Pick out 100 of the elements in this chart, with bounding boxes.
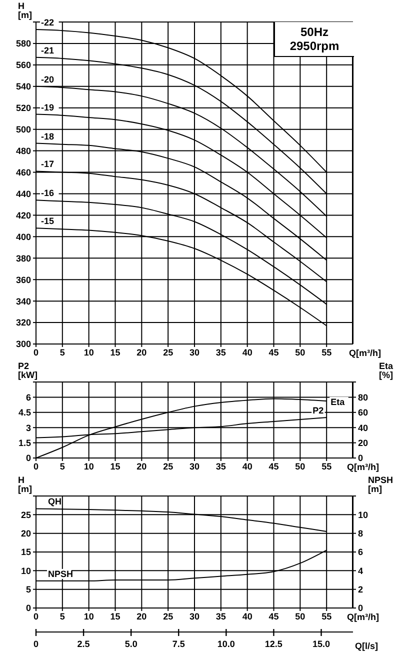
x2-tick-label: 2.5: [77, 639, 90, 649]
series-label: -15: [41, 216, 54, 226]
y-tick-label: 20: [20, 528, 31, 539]
x2-tick-label: 12.5: [264, 639, 282, 649]
series-label: NPSH: [48, 568, 74, 579]
x-tick-label: 35: [216, 347, 226, 358]
x-tick-label: 5: [60, 347, 65, 358]
x-tick-label: 0: [33, 461, 39, 472]
series-label: -17: [41, 159, 54, 170]
y-tick-label: 360: [16, 274, 31, 285]
x-tick-label: 50: [295, 611, 306, 622]
y2-tick-label: 2: [358, 584, 364, 595]
series-label: Eta: [330, 397, 346, 407]
x-tick-label: 30: [189, 461, 200, 472]
y-tick-label: 520: [16, 103, 31, 114]
x-tick-label: 50: [295, 347, 306, 358]
x-tick-label: 40: [242, 347, 252, 358]
y-tick-label: 5: [26, 584, 31, 595]
y-tick-label: 540: [16, 82, 31, 92]
x-tick-label: 55: [322, 611, 332, 622]
x-tick-label: 5: [60, 461, 65, 472]
y-tick-label: 440: [16, 188, 31, 199]
x-tick-label: 45: [268, 461, 279, 472]
x-tick-label: 15: [110, 611, 120, 622]
y-tick-label: 25: [20, 510, 31, 520]
x-axis-title: Q[m³/h]: [347, 612, 379, 622]
series-label: -16: [41, 188, 54, 198]
y-tick-label: 560: [16, 60, 31, 70]
y-tick-label: 320: [16, 318, 31, 328]
y-tick-label: 480: [16, 146, 31, 156]
y2-tick-label: 0: [358, 453, 364, 464]
y2-axis-title: Eta [%]: [378, 361, 393, 380]
x-tick-label: 5: [60, 611, 65, 622]
y-tick-label: 3: [26, 422, 31, 433]
x-tick-label: 0: [33, 347, 39, 358]
series-label: -21: [41, 45, 54, 56]
y-tick-label: 460: [16, 167, 31, 178]
y2-tick-label: 10: [358, 510, 368, 520]
y-tick-label: 420: [16, 210, 31, 220]
x-tick-label: 25: [163, 461, 174, 472]
x-tick-label: 10: [84, 611, 94, 622]
x-tick-label: 10: [84, 347, 94, 358]
x-tick-label: 25: [163, 347, 174, 358]
x-tick-label: 20: [136, 461, 147, 472]
y-tick-label: 500: [16, 124, 31, 135]
x2-tick-label: 5.0: [124, 639, 138, 649]
x-axis-title: Q[m³/h]: [349, 348, 381, 358]
x-tick-label: 20: [136, 347, 147, 358]
x-tick-label: 45: [268, 347, 279, 358]
y-tick-label: 6: [26, 392, 31, 402]
y-tick-label: 10: [20, 566, 31, 576]
x-tick-label: 30: [189, 611, 200, 622]
y-tick-label: 15: [20, 547, 31, 558]
x-tick-label: 35: [216, 461, 226, 472]
x-tick-label: 35: [216, 611, 226, 622]
y2-tick-label: 20: [358, 438, 368, 448]
x-tick-label: 50: [295, 461, 306, 472]
x-tick-label: 55: [322, 461, 332, 472]
annotation: 2950rpm: [288, 39, 340, 53]
x-tick-label: 15: [110, 461, 120, 472]
series-label: QH: [48, 496, 62, 507]
y2-tick-label: 8: [358, 528, 364, 539]
y2-tick-label: 0: [358, 603, 364, 614]
series-label: P2: [312, 405, 324, 416]
series-label: -20: [41, 74, 54, 84]
x2-tick-label: 15.0: [312, 639, 330, 649]
annotation: 50Hz: [299, 25, 330, 39]
y-tick-label: 580: [16, 38, 31, 49]
y-tick-label: 300: [16, 339, 31, 350]
y2-axis-title: NPSH [m]: [368, 475, 393, 494]
y-tick-label: 400: [16, 232, 31, 242]
y2-tick-label: 4: [358, 566, 364, 576]
y-axis-title: P2 [kW]: [18, 361, 38, 380]
y-tick-label: 1.5: [18, 438, 31, 448]
x-tick-label: 10: [84, 461, 94, 472]
series-label: -19: [41, 102, 54, 112]
x2-tick-label: 10.0: [217, 639, 235, 649]
y2-tick-label: 80: [358, 392, 368, 402]
x-tick-label: 40: [242, 461, 252, 472]
x-tick-label: 30: [189, 347, 200, 358]
y-tick-label: 0: [26, 603, 31, 614]
x-tick-label: 20: [136, 611, 147, 622]
x-tick-label: 40: [242, 611, 252, 622]
x-axis-title: Q[m³/h]: [347, 462, 379, 472]
series-label: -18: [41, 131, 54, 142]
y2-tick-label: 40: [358, 422, 368, 433]
x-tick-label: 15: [110, 347, 120, 358]
y-tick-label: 380: [16, 253, 31, 264]
x-tick-label: 0: [33, 611, 39, 622]
x-tick-label: 25: [163, 611, 174, 622]
y-axis-title: H [m]: [18, 1, 32, 20]
y-axis-title: H [m]: [18, 475, 32, 494]
series-label: -22: [41, 18, 54, 28]
x-tick-label: 45: [268, 611, 279, 622]
x2-tick-label: 7.5: [172, 639, 185, 649]
x2-tick-label: 0: [33, 639, 39, 649]
y2-tick-label: 6: [358, 547, 364, 558]
y-tick-label: 340: [16, 296, 31, 306]
x-tick-label: 55: [322, 347, 332, 358]
y-tick-label: 0: [26, 453, 31, 464]
